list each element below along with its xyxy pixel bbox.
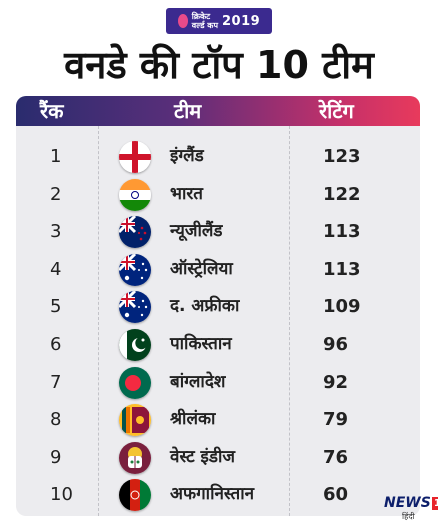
team-name-cell: बांग्लादेश bbox=[170, 371, 226, 392]
logo-name: NEWS bbox=[384, 495, 431, 511]
table-row: 6 पाकिस्तान 96 bbox=[16, 326, 420, 363]
rank-cell: 4 bbox=[50, 258, 62, 280]
rank-cell: 2 bbox=[50, 183, 62, 205]
cricket-ball-icon bbox=[177, 14, 188, 28]
west-indies-flag-icon bbox=[119, 441, 151, 474]
australia-flag-icon bbox=[119, 253, 151, 286]
team-name-cell: वेस्ट इंडीज bbox=[170, 446, 236, 467]
rating-cell: 96 bbox=[323, 334, 349, 355]
column-divider bbox=[289, 126, 290, 516]
table-header: रैंक टीम रेटिंग bbox=[16, 96, 420, 126]
rank-cell: 3 bbox=[50, 221, 62, 243]
sri-lanka-flag-icon bbox=[119, 404, 151, 437]
table-row: 10 अफगानिस्तान 60 bbox=[16, 476, 420, 513]
table-row: 3 न्यूजीलैंड 113 bbox=[16, 213, 420, 250]
rating-cell: 113 bbox=[323, 258, 361, 280]
rating-cell: 79 bbox=[323, 409, 349, 431]
team-name-cell: द. अफ्रीका bbox=[170, 296, 240, 317]
badge-line-2: वर्ल्ड कप bbox=[191, 21, 218, 30]
world-cup-2019-badge: क्रिकेट वर्ल्ड कप 2019 bbox=[166, 8, 272, 34]
ranking-table: रैंक टीम रेटिंग 1 इंग्लैंड 123 2 भारत 122 3 न्य… bbox=[16, 96, 420, 516]
page-title: वनडे की टॉप 10 टीम bbox=[64, 43, 374, 87]
pakistan-flag-icon bbox=[119, 329, 151, 361]
column-divider bbox=[98, 126, 99, 516]
rating-cell: 122 bbox=[323, 183, 361, 205]
logo-subtitle: हिंदी bbox=[402, 512, 415, 521]
rank-cell: 8 bbox=[50, 409, 62, 431]
team-name-cell: भारत bbox=[170, 183, 203, 204]
table-row: 5 द. अफ्रीका 109 bbox=[16, 288, 420, 325]
rank-cell: 1 bbox=[50, 146, 62, 167]
rating-cell: 123 bbox=[323, 146, 361, 167]
badge-line-1: क्रिकेट bbox=[191, 12, 211, 21]
team-name-cell: न्यूजीलैंड bbox=[170, 221, 223, 242]
logo-number: 18 bbox=[431, 496, 438, 510]
table-row: 9 वेस्ट इंडीज 76 bbox=[16, 439, 420, 476]
team-name-cell: इंग्लैंड bbox=[170, 146, 204, 166]
team-name-cell: अफगानिस्तान bbox=[170, 484, 255, 505]
rating-cell: 76 bbox=[323, 446, 349, 468]
rank-cell: 9 bbox=[50, 446, 62, 468]
header-rank: रैंक bbox=[40, 99, 64, 123]
team-name-cell: पाकिस्तान bbox=[170, 334, 232, 354]
news18-logo: NEWS 18 bbox=[384, 494, 438, 512]
rating-cell: 60 bbox=[323, 484, 349, 506]
afghanistan-flag-icon bbox=[119, 479, 151, 512]
table-row: 4 ऑस्ट्रेलिया 113 bbox=[16, 251, 420, 288]
table-row: 1 इंग्लैंड 123 bbox=[16, 138, 420, 175]
australia-flag-icon bbox=[119, 291, 151, 324]
india-flag-icon bbox=[119, 178, 151, 211]
badge-year: 2019 bbox=[222, 13, 261, 29]
rating-cell: 109 bbox=[323, 296, 361, 318]
table-row: 7 बांग्लादेश 92 bbox=[16, 364, 420, 401]
rank-cell: 6 bbox=[50, 334, 62, 355]
rank-cell: 5 bbox=[50, 296, 62, 318]
rating-cell: 113 bbox=[323, 221, 361, 243]
rating-cell: 92 bbox=[323, 371, 349, 393]
team-name-cell: श्रीलंका bbox=[170, 409, 216, 430]
rank-cell: 7 bbox=[50, 371, 62, 393]
header-team: टीम bbox=[174, 99, 202, 123]
new-zealand-flag-icon bbox=[119, 216, 151, 249]
table-row: 2 भारत 122 bbox=[16, 176, 420, 213]
bangladesh-flag-icon bbox=[119, 366, 151, 399]
rank-cell: 10 bbox=[50, 484, 73, 506]
table-row: 8 श्रीलंका 79 bbox=[16, 401, 420, 438]
team-name-cell: ऑस्ट्रेलिया bbox=[170, 258, 233, 279]
header-rating: रेटिंग bbox=[319, 99, 354, 123]
england-flag-icon bbox=[119, 141, 151, 173]
